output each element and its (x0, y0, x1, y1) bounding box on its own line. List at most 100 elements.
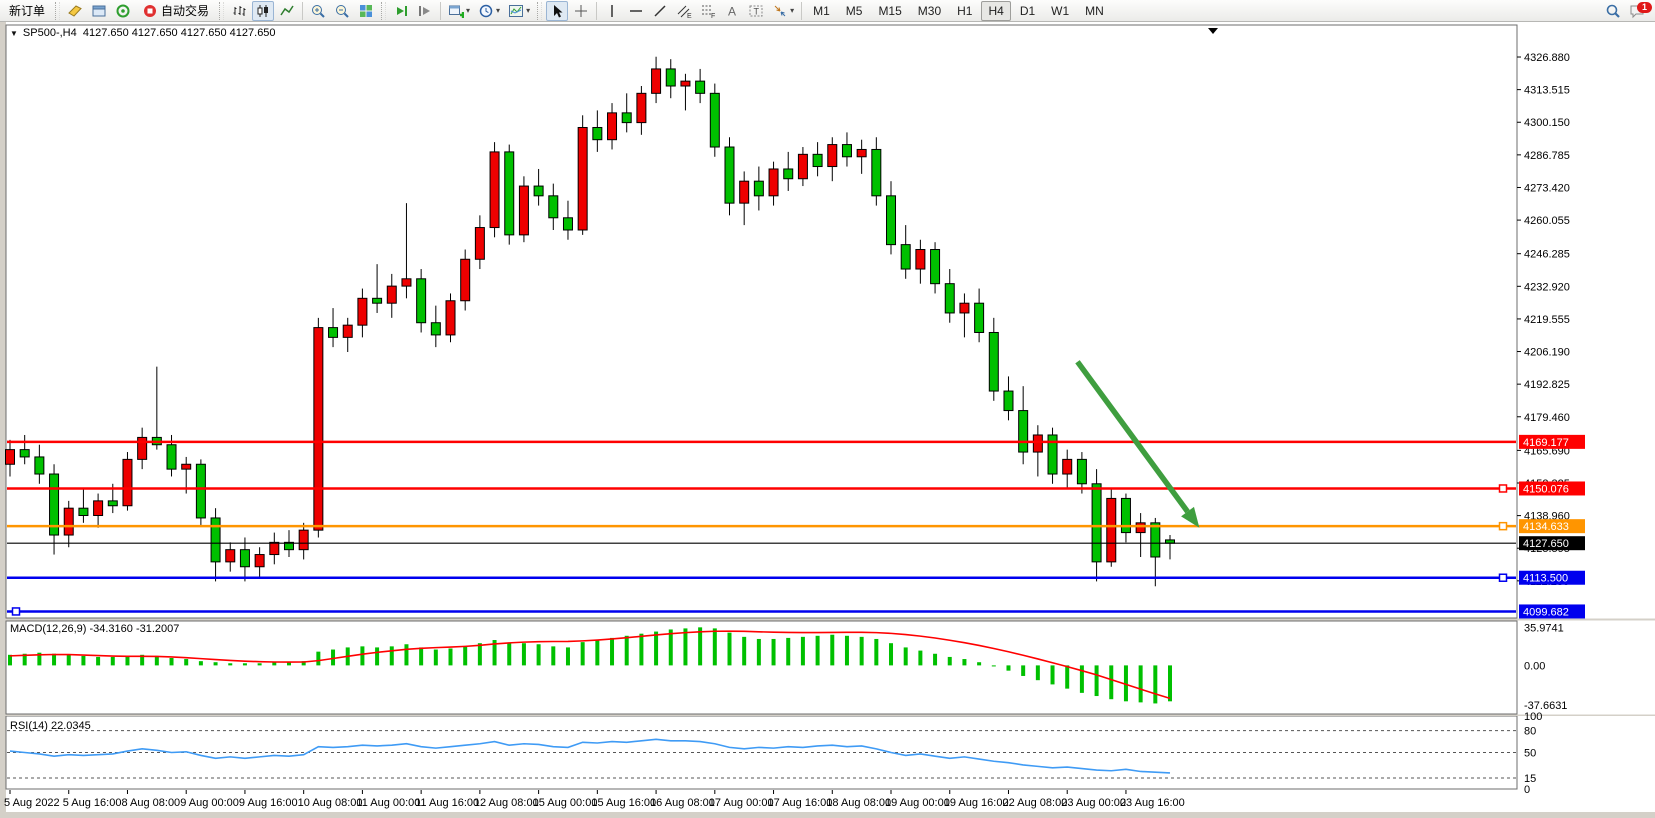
tile-windows-button[interactable] (355, 1, 377, 21)
chart-window: 4326.880 4313.515 4300.150 4286.785 4273.420… (0, 22, 1655, 818)
candle-body (900, 244, 911, 270)
templates-dropdown[interactable]: ▾ (526, 5, 531, 15)
arrows-button[interactable]: ▾ (769, 1, 797, 21)
trend-arrow-head[interactable] (1181, 506, 1200, 528)
chart-shift-button[interactable] (414, 1, 436, 21)
timeframe-h4-button[interactable]: H4 (981, 0, 1011, 21)
macd-histogram-bar (683, 628, 688, 666)
timeframe-m30-button[interactable]: M30 (911, 1, 948, 21)
chart-shift-marker[interactable] (1208, 28, 1218, 34)
line-drag-handle[interactable] (1498, 484, 1508, 493)
candlestick-mode-button[interactable] (252, 0, 275, 21)
candle-body (63, 507, 74, 536)
timeframe-m1-button[interactable]: M1 (806, 1, 837, 21)
macd-histogram-bar (433, 649, 438, 666)
trend-arrow-shaft[interactable] (1075, 360, 1190, 514)
periods-button[interactable]: ▾ (475, 1, 503, 21)
macd-histogram-bar (551, 646, 556, 666)
new-order-button[interactable]: 新订单 (3, 1, 51, 21)
pane-splitter[interactable] (0, 714, 1655, 717)
candle-body (78, 507, 89, 517)
vertical-line-button[interactable] (601, 1, 623, 21)
cursor-icon (554, 4, 563, 17)
candle-body (621, 112, 632, 124)
bar-chart-mode-button[interactable] (228, 1, 250, 21)
price-line-badge (1519, 519, 1585, 534)
auto-scroll-button[interactable] (390, 1, 412, 21)
macd-histogram-bar (22, 653, 27, 666)
macd-histogram-bar (1094, 665, 1099, 697)
timeframe-m15-button[interactable]: M15 (871, 1, 908, 21)
zoom-in-button[interactable] (307, 1, 329, 21)
rsi-pane[interactable] (5, 715, 1518, 790)
macd-histogram-bar (463, 646, 468, 666)
candle-body (1076, 458, 1087, 485)
macd-histogram-bar (859, 636, 864, 666)
time-axis-label: 8 Aug 08:00 (121, 797, 180, 809)
search-button[interactable] (1602, 1, 1624, 21)
price-axis-label: 4286.785 (1524, 150, 1570, 162)
time-axis-label: 19 Aug 00:00 (885, 797, 950, 809)
chart-symbol-period: SP500-,H4 (22, 27, 77, 39)
candle-body (548, 195, 559, 219)
timeframe-h1-button[interactable]: H1 (950, 1, 979, 21)
svg-text:A: A (728, 4, 736, 18)
line-drag-handle[interactable] (1498, 521, 1508, 531)
chart-menu-toggle[interactable]: ▼ (10, 29, 18, 38)
cursor-button[interactable] (546, 0, 569, 21)
equidistant-channel-button[interactable]: E (673, 1, 695, 21)
macd-histogram-bar (771, 638, 776, 666)
arrows-dropdown[interactable]: ▾ (790, 5, 795, 15)
new-chart-button[interactable]: ▾ (445, 1, 473, 21)
crosshair-button[interactable] (570, 1, 592, 21)
candle-body (445, 300, 456, 336)
macd-histogram-bar (1021, 665, 1026, 676)
chart-title: ▼ SP500-,H4 4127.650 4127.650 4127.650 41… (10, 27, 276, 39)
time-axis-label: 9 Aug 16:00 (239, 797, 298, 809)
timeframe-d1-button[interactable]: D1 (1013, 1, 1042, 21)
candle-body (1120, 497, 1131, 534)
timeframe-w1-button[interactable]: W1 (1044, 1, 1076, 21)
macd-histogram-bar (154, 655, 159, 666)
navigator-button[interactable] (112, 1, 134, 21)
text-button[interactable]: A (721, 1, 743, 21)
market-watch-button[interactable] (64, 1, 86, 21)
candle-body (533, 185, 544, 197)
timeframe-mn-button[interactable]: MN (1078, 1, 1111, 21)
line-drag-handle[interactable] (1498, 573, 1508, 582)
text-label-button[interactable]: T (745, 1, 767, 21)
macd-pane[interactable] (5, 620, 1518, 715)
template-icon (509, 4, 524, 17)
timeframe-m5-button[interactable]: M5 (839, 1, 870, 21)
price-line-badge (1519, 434, 1585, 449)
templates-button[interactable]: ▾ (505, 1, 533, 21)
pane-splitter[interactable] (0, 618, 1655, 621)
candle-body (695, 80, 706, 94)
price-axis-label: 4219.555 (1524, 314, 1570, 326)
candle-body (1106, 497, 1117, 563)
periods-dropdown[interactable]: ▾ (496, 5, 501, 15)
macd-histogram-bar (1050, 665, 1055, 685)
main-pane[interactable] (5, 24, 1518, 619)
line-drag-handle[interactable] (11, 607, 21, 616)
fibonacci-button[interactable]: F (697, 1, 719, 21)
candle-body (1135, 522, 1146, 534)
data-window-button[interactable] (88, 1, 110, 21)
search-icon (1606, 4, 1620, 18)
candle-body (107, 500, 118, 507)
vertical-line-icon (611, 4, 613, 17)
zoom-out-button[interactable] (331, 1, 353, 21)
macd-histogram-bar (37, 652, 42, 666)
line-chart-mode-button[interactable] (276, 1, 298, 21)
candle-body (269, 541, 280, 556)
candle-body (1003, 390, 1014, 412)
trendline-button[interactable] (649, 1, 671, 21)
candle-body (709, 92, 720, 148)
new-chart-dropdown[interactable]: ▾ (466, 5, 471, 15)
autotrade-button[interactable]: 自动交易 (136, 1, 215, 21)
macd-scale-label: -37.6631 (1524, 700, 1567, 712)
horizontal-line-button[interactable] (625, 1, 647, 21)
notifications-button[interactable]: 1 (1626, 1, 1652, 21)
chart-canvas[interactable]: 4326.880 4313.515 4300.150 4286.785 4273.420… (0, 22, 1655, 818)
candle-body (812, 153, 823, 168)
